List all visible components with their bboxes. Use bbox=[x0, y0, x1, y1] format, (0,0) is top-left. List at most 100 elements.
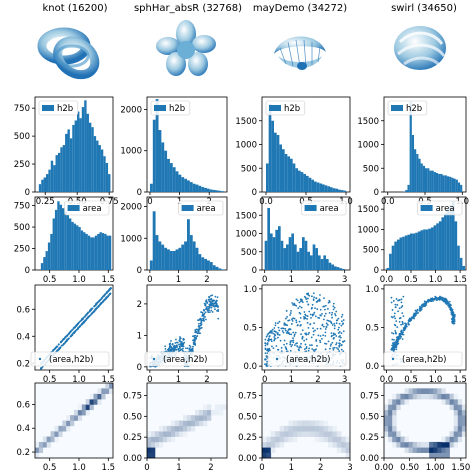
heatmap-cell bbox=[163, 425, 168, 432]
scatter-point bbox=[164, 347, 167, 350]
legend-box bbox=[64, 200, 110, 216]
heatmap-cell bbox=[279, 431, 285, 437]
heatmap-cell bbox=[453, 404, 459, 411]
histogram-bar bbox=[454, 221, 458, 270]
x-tick-label: 1.0 bbox=[429, 275, 443, 285]
heatmap-cell bbox=[314, 425, 320, 432]
histogram-bar bbox=[415, 232, 418, 270]
heatmap-cell bbox=[384, 431, 389, 437]
scatter-point bbox=[306, 315, 309, 317]
heatmap-cell bbox=[429, 441, 434, 448]
scatter-point bbox=[199, 318, 201, 321]
x-tick-label: 0 bbox=[147, 275, 152, 285]
scatter-point bbox=[60, 340, 63, 343]
scatter-point bbox=[312, 327, 314, 330]
scatter-point bbox=[336, 347, 338, 349]
scatter-point bbox=[328, 347, 331, 350]
scatter-point bbox=[338, 339, 341, 342]
scatter-point bbox=[322, 334, 325, 337]
scatter-point bbox=[394, 303, 397, 306]
heatmap-cell bbox=[306, 431, 311, 437]
heatmap-cell bbox=[429, 393, 434, 400]
scatter-point bbox=[390, 301, 393, 304]
histogram-bar bbox=[169, 250, 173, 270]
scatter-point bbox=[407, 319, 410, 322]
scatter-point bbox=[402, 295, 405, 298]
scatter-point bbox=[216, 309, 218, 312]
scatter-point bbox=[178, 349, 181, 352]
scatter-point bbox=[394, 317, 397, 320]
x-tick-label: 0 bbox=[147, 197, 152, 207]
scatter-point bbox=[391, 344, 394, 347]
histogram-bar bbox=[460, 184, 463, 192]
x-tick-label: 0.5 bbox=[43, 375, 57, 385]
scatter-point bbox=[290, 333, 293, 336]
histogram-bar bbox=[418, 158, 421, 192]
heatmap-cell bbox=[163, 436, 168, 443]
scatter-point bbox=[338, 322, 341, 325]
histogram-bar bbox=[272, 237, 276, 270]
heatmap-cell bbox=[404, 399, 409, 405]
scatter-point bbox=[195, 331, 198, 334]
histogram-bar bbox=[405, 190, 408, 192]
heatmap-cell bbox=[392, 441, 397, 448]
scatter-point bbox=[398, 299, 401, 301]
scatter-point bbox=[208, 305, 211, 307]
heatmap-cell bbox=[195, 415, 200, 421]
scatter-point bbox=[98, 300, 100, 303]
scatter-point bbox=[337, 317, 340, 320]
scatter-point bbox=[445, 303, 448, 305]
scatter-point bbox=[108, 288, 111, 291]
scatter-point bbox=[199, 322, 202, 325]
heatmap-cell bbox=[46, 441, 51, 448]
scatter-point bbox=[108, 294, 110, 296]
scatter-point bbox=[432, 300, 434, 302]
x-tick-label: 0 bbox=[144, 463, 149, 472]
histogram-bar bbox=[91, 127, 94, 192]
heatmap-cell bbox=[404, 436, 409, 443]
histogram-bar bbox=[155, 235, 159, 270]
scatter-point bbox=[274, 324, 277, 327]
histogram-bar bbox=[67, 129, 70, 192]
scatter-point bbox=[305, 347, 308, 350]
x-tick-label: 3 bbox=[342, 375, 347, 385]
scatter-point bbox=[312, 349, 315, 351]
heatmap-cell bbox=[187, 420, 192, 427]
scatter-point bbox=[207, 298, 210, 301]
scatter-point bbox=[285, 317, 287, 320]
scatter-point bbox=[335, 343, 337, 346]
histogram-bar bbox=[212, 189, 216, 192]
histogram-bar bbox=[189, 182, 193, 192]
scatter-point bbox=[62, 343, 65, 346]
histogram-bar bbox=[391, 245, 395, 270]
histogram-bar bbox=[81, 107, 85, 192]
histogram-bar bbox=[103, 156, 106, 192]
histogram-bar bbox=[99, 232, 102, 270]
scatter-point bbox=[168, 347, 171, 350]
x-tick-label: 0.0 bbox=[381, 197, 395, 207]
heatmap-cell bbox=[109, 383, 114, 389]
heatmap-cell bbox=[453, 393, 459, 400]
histogram-bar bbox=[178, 247, 182, 270]
scatter-point bbox=[338, 326, 340, 329]
heatmap-cell bbox=[66, 420, 71, 427]
heatmap-cell bbox=[66, 415, 71, 421]
histogram-bar bbox=[268, 104, 272, 192]
heatmap-cell bbox=[183, 415, 188, 421]
scatter-point bbox=[400, 301, 403, 304]
scatter-point bbox=[295, 342, 298, 345]
scatter-point bbox=[303, 295, 306, 298]
scatter-point bbox=[202, 313, 205, 316]
histogram-bar bbox=[295, 168, 298, 192]
heatmap-cell bbox=[297, 420, 302, 427]
histogram-bar bbox=[45, 251, 48, 270]
heatmap-cell bbox=[35, 447, 40, 453]
scatter-point bbox=[295, 298, 298, 301]
heatmap-cell bbox=[388, 436, 393, 443]
scatter-point bbox=[211, 299, 214, 302]
scatter-point bbox=[292, 304, 294, 306]
scatter-point bbox=[174, 342, 177, 344]
col-title-0: knot (16200) bbox=[43, 3, 108, 14]
histogram-bar bbox=[335, 188, 338, 192]
heatmap-cell bbox=[441, 441, 446, 448]
